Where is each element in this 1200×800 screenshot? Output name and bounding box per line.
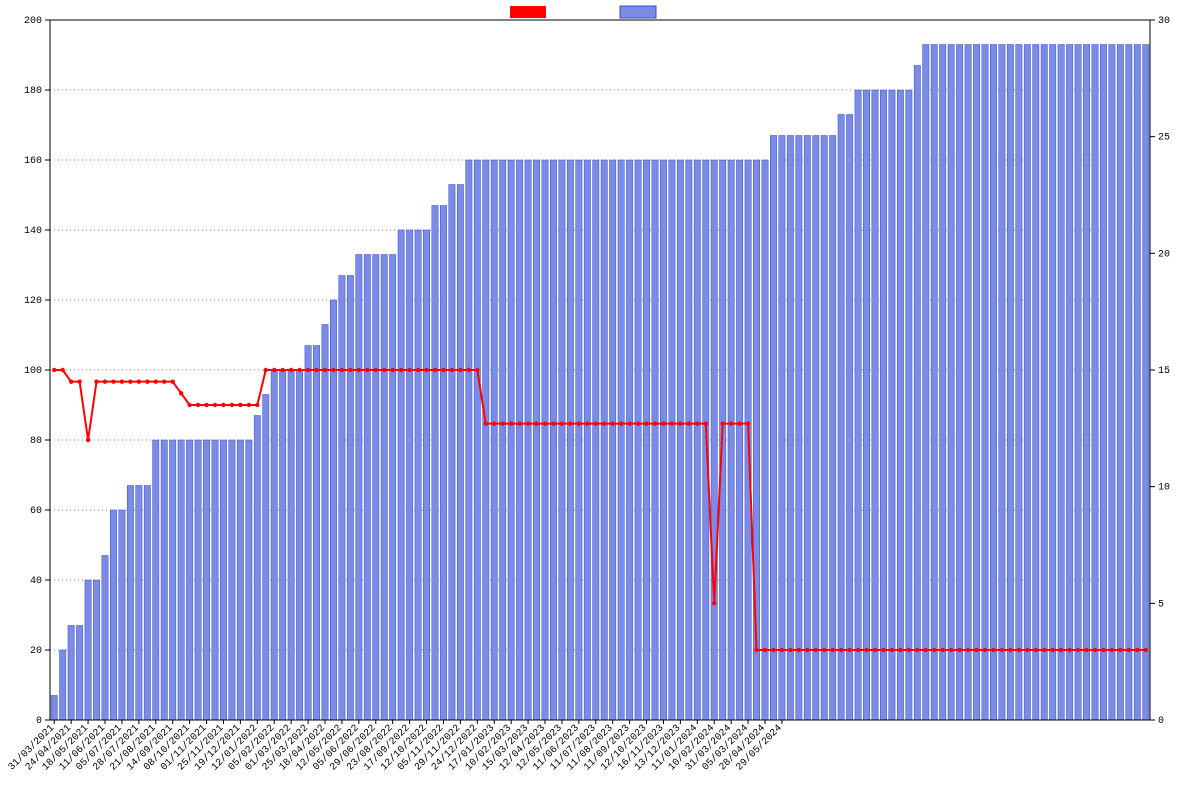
svg-text:30: 30 [1158,16,1170,27]
svg-text:0: 0 [1158,716,1164,727]
svg-text:20: 20 [1158,249,1170,260]
svg-text:80: 80 [30,436,42,447]
svg-text:160: 160 [24,156,42,167]
svg-text:100: 100 [24,366,42,377]
svg-text:60: 60 [30,506,42,517]
chart-svg: 0204060801001201401601802000510152025303… [0,0,1200,800]
svg-text:25: 25 [1158,133,1170,144]
dual-axis-chart: 0204060801001201401601802000510152025303… [0,0,1200,800]
legend [510,6,656,18]
svg-text:140: 140 [24,226,42,237]
svg-text:180: 180 [24,86,42,97]
svg-text:15: 15 [1158,366,1170,377]
svg-text:200: 200 [24,16,42,27]
svg-text:0: 0 [36,716,42,727]
svg-text:10: 10 [1158,483,1170,494]
svg-text:120: 120 [24,296,42,307]
svg-text:40: 40 [30,576,42,587]
svg-text:20: 20 [30,646,42,657]
svg-text:5: 5 [1158,599,1164,610]
